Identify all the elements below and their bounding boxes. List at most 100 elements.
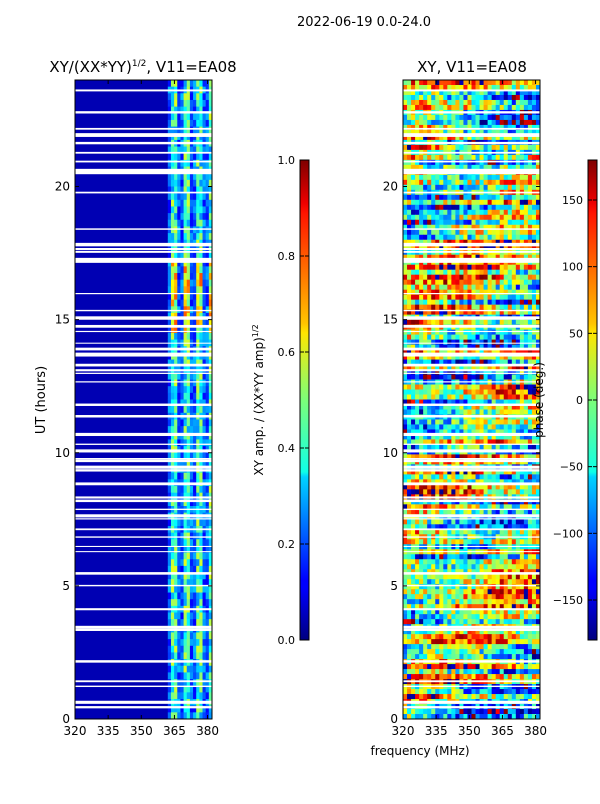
phase-cell [504, 230, 508, 235]
phase-cell [403, 385, 407, 390]
phase-cell [492, 290, 496, 295]
amplitude-cell [177, 519, 181, 526]
phase-cell [504, 574, 508, 579]
amplitude-cell [168, 120, 172, 127]
amplitude-cell [171, 233, 175, 240]
phase-cell [504, 200, 508, 205]
phase-cell [451, 105, 455, 110]
phase-cell [451, 295, 455, 300]
amplitude-cell [196, 206, 200, 213]
phase-cell [532, 519, 536, 524]
phase-cell [512, 200, 516, 205]
phase-cell [415, 185, 419, 190]
amplitude-cell [190, 652, 194, 659]
phase-cell [520, 385, 524, 390]
amplitude-cell [168, 226, 172, 233]
phase-cell [488, 424, 492, 429]
phase-cell [451, 120, 455, 125]
phase-cell [504, 509, 508, 514]
phase-cell [524, 195, 528, 200]
phase-cell [403, 105, 407, 110]
amplitude-cell [199, 93, 203, 100]
phase-cell [447, 285, 451, 290]
phase-cell [508, 220, 512, 225]
amplitude-cell [193, 120, 197, 127]
amplitude-cell [190, 233, 194, 240]
phase-cell [472, 205, 476, 210]
phase-cell [431, 330, 435, 335]
phase-cell [427, 305, 431, 310]
amplitude-gap-row [75, 310, 212, 311]
phase-cell [459, 539, 463, 544]
phase-cell [447, 579, 451, 584]
phase-cell [419, 574, 423, 579]
phase-cell [467, 270, 471, 275]
phase-cell [488, 205, 492, 210]
phase-cell [532, 195, 536, 200]
phase-cell [496, 115, 500, 120]
phase-cell [504, 280, 508, 285]
phase-cell [516, 220, 520, 225]
amplitude-gap-row [75, 381, 212, 382]
amplitude-cell [177, 672, 181, 679]
phase-cell [484, 215, 488, 220]
phase-cell [451, 275, 455, 280]
amplitude-cell [174, 300, 178, 307]
phase-cell [496, 185, 500, 190]
phase-cell [403, 185, 407, 190]
phase-cell [520, 210, 524, 215]
phase-cell [532, 95, 536, 100]
amplitude-cell [196, 539, 200, 546]
phase-cell [455, 215, 459, 220]
amplitude-cell [168, 127, 172, 134]
amplitude-cell [168, 679, 172, 686]
phase-cell [504, 175, 508, 180]
amplitude-cell [203, 419, 207, 426]
amplitude-cell [199, 120, 203, 127]
phase-cell [528, 295, 532, 300]
phase-cell [451, 265, 455, 270]
phase-cell [524, 280, 528, 285]
phase-cell [472, 489, 476, 494]
amplitude-cell [168, 206, 172, 213]
phase-cell [463, 474, 467, 479]
phase-cell [459, 80, 463, 85]
phase-cell [419, 290, 423, 295]
phase-cell [524, 489, 528, 494]
phase-cell [532, 230, 536, 235]
phase-cell [403, 210, 407, 215]
phase-cell [427, 230, 431, 235]
phase-cell [472, 539, 476, 544]
phase-cell [476, 409, 480, 414]
phase-cell [439, 295, 443, 300]
phase-cell [484, 395, 488, 400]
phase-cell [496, 390, 500, 395]
phase-cell [476, 120, 480, 125]
phase-cell [492, 95, 496, 100]
amplitude-cell [177, 206, 181, 213]
phase-cell [512, 444, 516, 449]
phase-cell [455, 285, 459, 290]
phase-cell [480, 195, 484, 200]
amplitude-cell [203, 639, 207, 646]
phase-cell [403, 554, 407, 559]
phase-cell [435, 574, 439, 579]
amplitude-cell [168, 333, 172, 340]
phase-cell [403, 489, 407, 494]
amplitude-cell [171, 380, 175, 387]
phase-cell [532, 145, 536, 150]
phase-cell [484, 424, 488, 429]
amplitude-cell [203, 113, 207, 120]
amplitude-cell [190, 632, 194, 639]
phase-cell [484, 145, 488, 150]
amplitude-cell [206, 113, 210, 120]
amplitude-cell [190, 539, 194, 546]
phase-cell [504, 409, 508, 414]
amplitude-cell [171, 586, 175, 593]
phase-cell [496, 375, 500, 380]
amplitude-cell [168, 666, 172, 673]
phase-cell [407, 275, 411, 280]
amplitude-cell [193, 100, 197, 107]
phase-cell [447, 230, 451, 235]
phase-cell [528, 200, 532, 205]
